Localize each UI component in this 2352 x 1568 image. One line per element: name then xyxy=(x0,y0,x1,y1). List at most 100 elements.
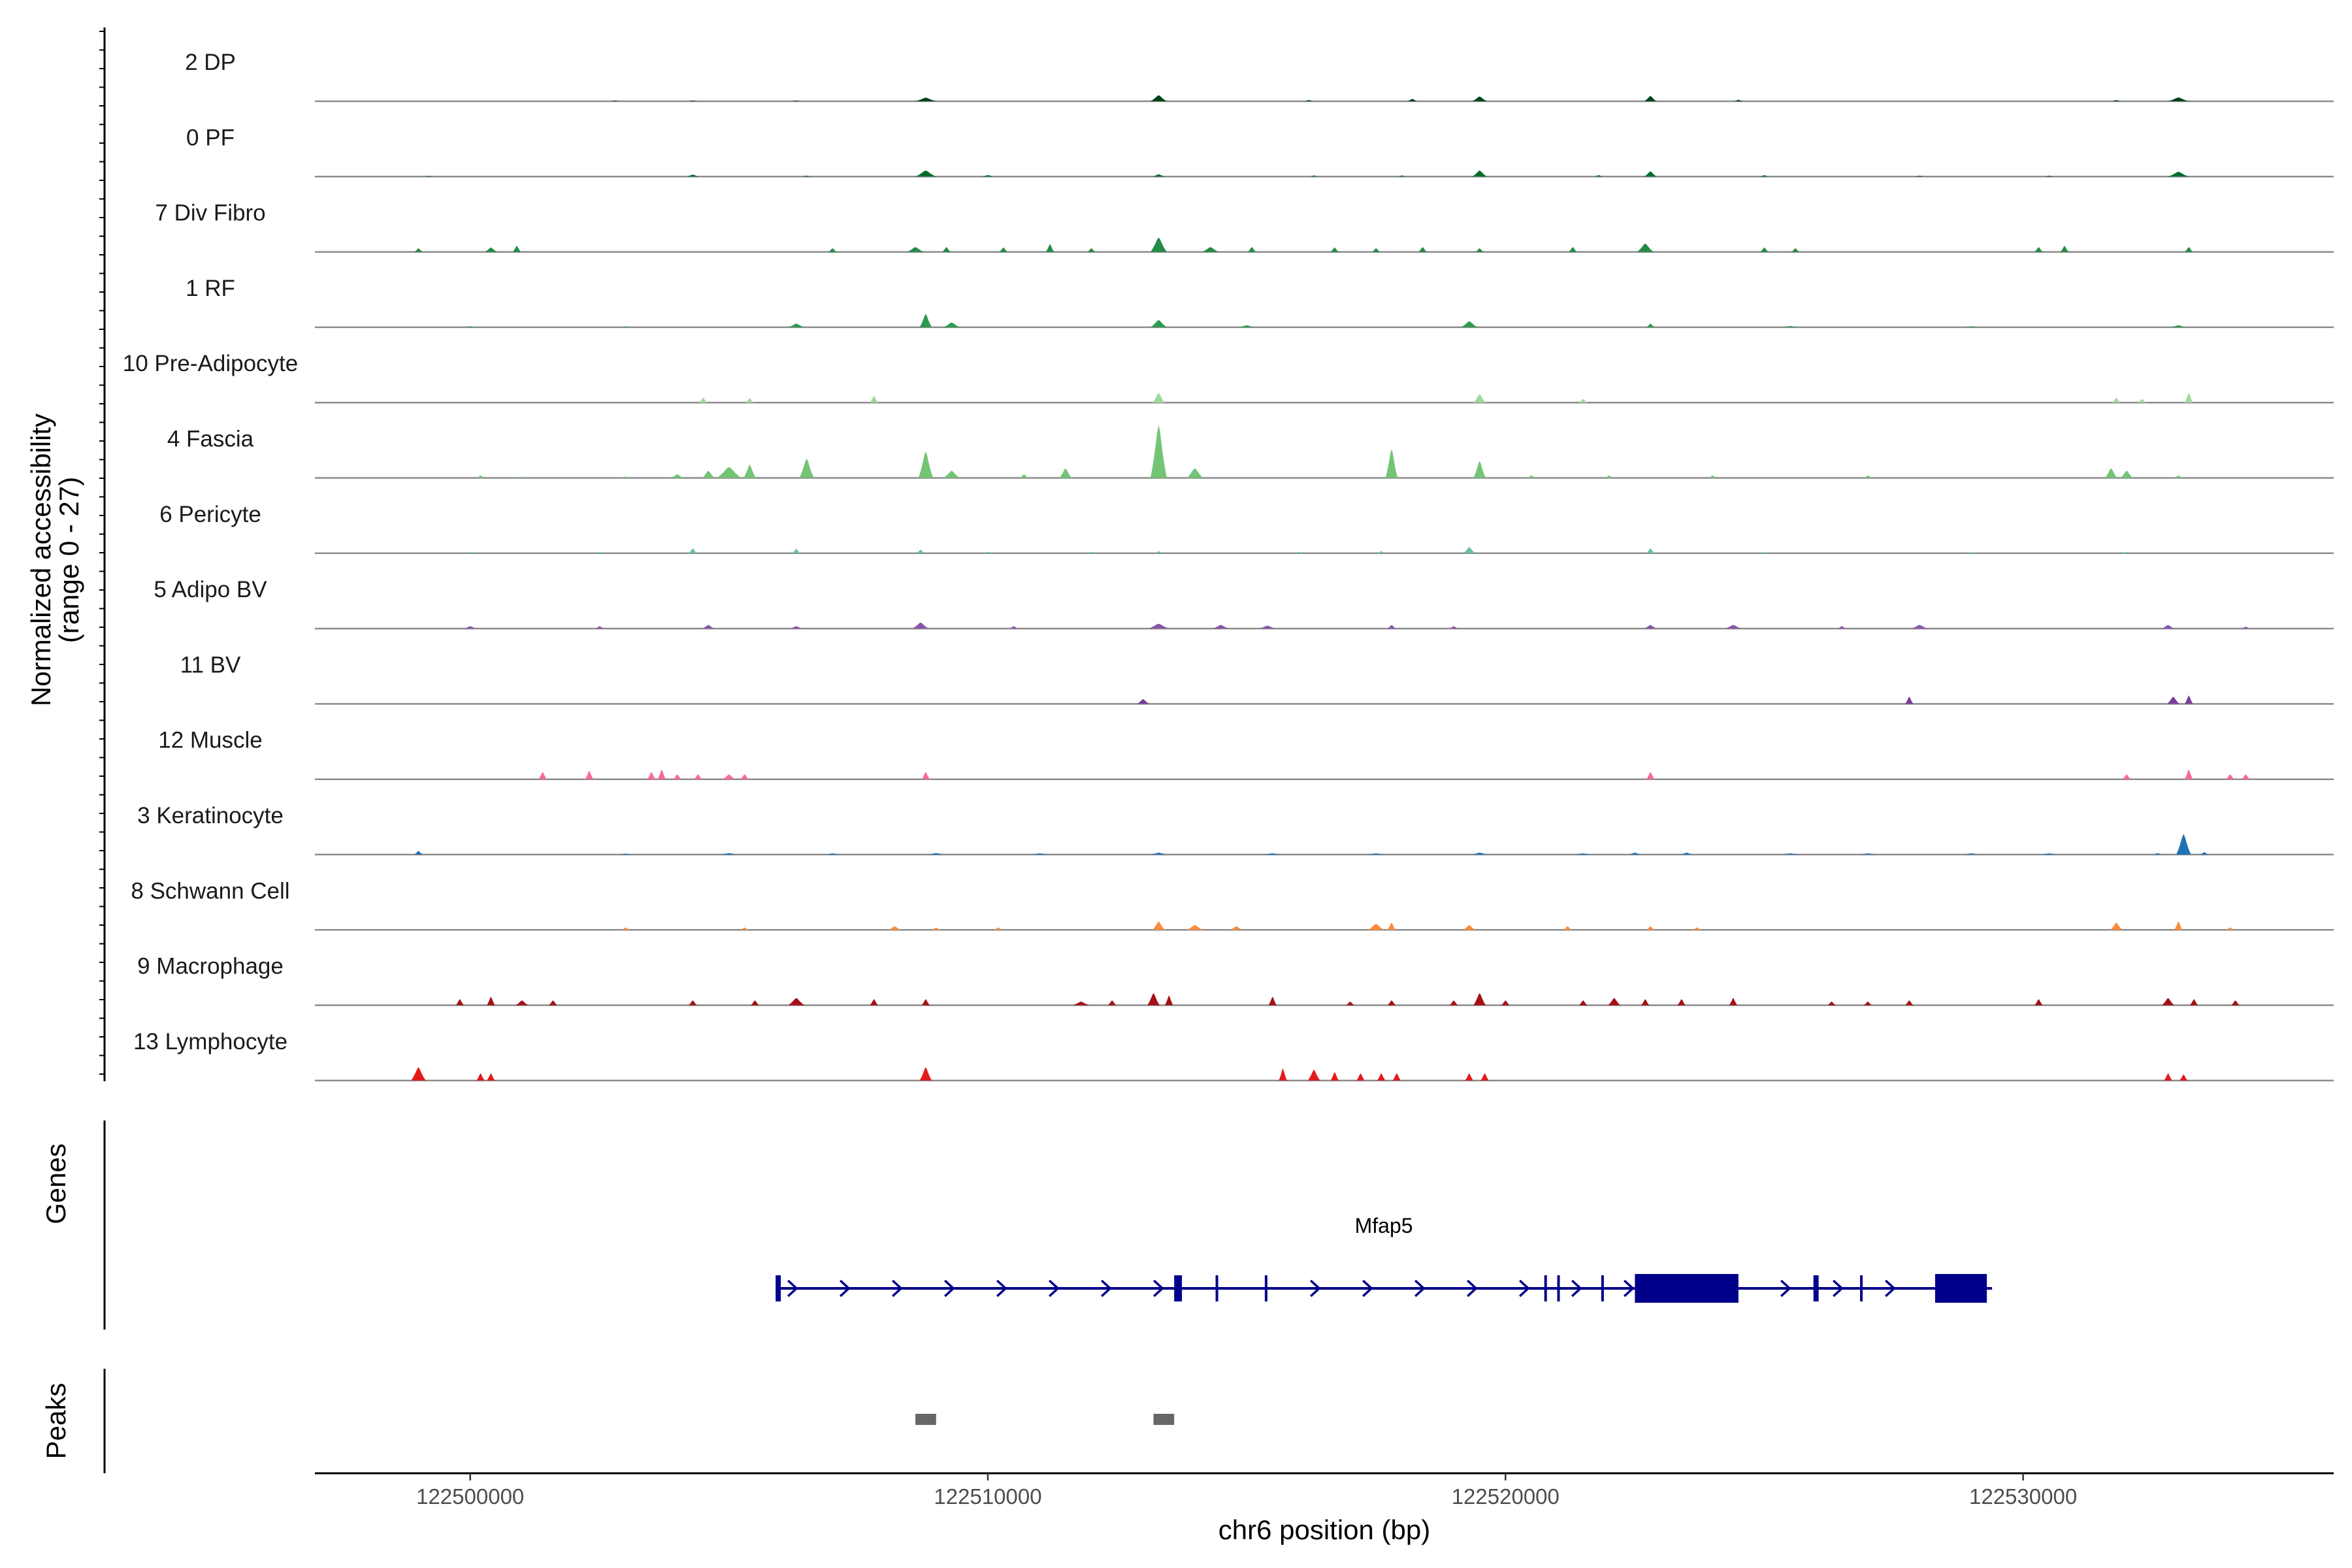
coverage-peak xyxy=(515,1000,529,1005)
coverage-peak xyxy=(1202,247,1219,252)
coverage-peak xyxy=(1330,1071,1339,1081)
x-tick-label: 122530000 xyxy=(1969,1484,2077,1509)
coverage-peak xyxy=(2162,625,2174,629)
coverage-peak xyxy=(723,774,736,779)
coverage-peak xyxy=(702,470,715,478)
coverage-peak xyxy=(1646,926,1655,930)
x-axis-title: chr6 position (bp) xyxy=(1218,1514,1431,1545)
strand-arrow xyxy=(1780,1279,1791,1298)
coverage-peak xyxy=(2166,696,2180,704)
coverage-peak xyxy=(1677,999,1686,1005)
track-1-rf: 1 RF xyxy=(186,276,2334,329)
peaks-panel-title: Peaks xyxy=(41,1383,71,1460)
coverage-peak xyxy=(943,322,960,327)
coverage-peak xyxy=(2122,774,2131,779)
coverage-peak xyxy=(716,466,742,478)
gene-exon xyxy=(1935,1274,1987,1303)
coverage-y-ticks xyxy=(99,31,105,1075)
coverage-peak xyxy=(1693,927,1701,930)
coverage-peak xyxy=(2138,399,2147,403)
coverage-peak xyxy=(1563,926,1572,930)
coverage-peak xyxy=(1247,247,1256,252)
coverage-peak xyxy=(2170,325,2187,327)
gene-exon xyxy=(1174,1275,1183,1301)
coverage-peak xyxy=(1967,552,1976,553)
track-8-schwann-cell: 8 Schwann Cell xyxy=(131,878,2334,931)
coverage-peak xyxy=(2162,998,2174,1005)
coverage-peak xyxy=(2174,921,2183,930)
coverage-peak xyxy=(2176,834,2191,855)
coverage-peak xyxy=(1578,1000,1588,1005)
coverage-peak xyxy=(1059,468,1072,478)
coverage-peak xyxy=(673,774,681,779)
peak-region xyxy=(915,1414,936,1425)
coverage-peak xyxy=(1729,998,1738,1005)
coverage-peak xyxy=(1392,1073,1401,1081)
track-12-muscle: 12 Muscle xyxy=(158,728,2334,780)
coverage-peak xyxy=(2184,247,2193,252)
coverage-peak xyxy=(1578,399,1588,403)
coverage-peak xyxy=(1385,449,1398,478)
coverage-peak xyxy=(657,769,666,779)
coverage-peak xyxy=(1268,996,1277,1005)
coverage-peak xyxy=(2226,774,2234,779)
strand-arrow xyxy=(1571,1279,1582,1298)
coverage-peak xyxy=(1708,475,1717,478)
coverage-peak xyxy=(1637,243,1654,252)
coverage-peak xyxy=(907,247,924,252)
coverage-peak xyxy=(538,772,547,779)
coverage-peak xyxy=(1725,625,1742,629)
x-tick-label: 122520000 xyxy=(1452,1484,1560,1509)
coverage-peak xyxy=(919,1067,932,1081)
coverage-peak xyxy=(1475,248,1484,252)
coverage-peak xyxy=(1387,625,1396,629)
coverage-peak xyxy=(2226,927,2234,930)
coverage-peak xyxy=(918,451,934,478)
coverage-peak xyxy=(942,247,951,252)
coverage-peak xyxy=(788,323,805,327)
coverage-peak xyxy=(1009,626,1018,629)
coverage-peak xyxy=(1782,326,1799,327)
coverage-peak xyxy=(1644,95,1657,101)
track-label: 5 Adipo BV xyxy=(154,577,267,602)
gene-exon xyxy=(1860,1275,1863,1301)
coverage-peak xyxy=(1238,325,1255,327)
coverage-peak xyxy=(828,248,837,252)
peak-region xyxy=(1153,1414,1175,1425)
strand-arrow xyxy=(1467,1279,1478,1298)
track-label: 6 Pericyte xyxy=(159,502,261,527)
track-label: 13 Lymphocyte xyxy=(133,1029,287,1054)
coverage-peak xyxy=(2104,468,2117,478)
coverage-peak xyxy=(1646,323,1655,327)
track-6-pericyte: 6 Pericyte xyxy=(159,502,2334,555)
coverage-peak xyxy=(1734,99,1743,101)
strand-arrow xyxy=(1101,1279,1112,1298)
coverage-peak xyxy=(870,999,879,1005)
coverage-peak xyxy=(1480,1073,1489,1081)
coverage-peak xyxy=(1264,853,1281,855)
coverage-peak xyxy=(2120,470,2133,478)
coverage-peak xyxy=(698,397,708,403)
coverage-peak xyxy=(1915,175,1924,177)
strand-arrow xyxy=(1153,1279,1164,1298)
strand-arrow xyxy=(996,1279,1007,1298)
coverage-peak xyxy=(1463,924,1476,930)
coverage-peak xyxy=(1863,1002,1872,1005)
coverage-peak xyxy=(1608,998,1621,1005)
coverage-peak xyxy=(943,470,960,478)
track-4-fascia: 4 Fascia xyxy=(167,425,2334,479)
coverage-peak xyxy=(1147,993,1160,1005)
strand-arrow xyxy=(1310,1279,1321,1298)
gene-exon xyxy=(1544,1275,1547,1301)
track-label: 3 Keratinocyte xyxy=(137,803,284,828)
coverage-peak xyxy=(1680,853,1693,855)
coverage-peak xyxy=(1212,625,1230,629)
coverage-peak xyxy=(1501,1000,1510,1005)
track-label: 8 Schwann Cell xyxy=(131,878,289,904)
coverage-peak xyxy=(1304,100,1313,101)
gene-exon xyxy=(1557,1275,1560,1301)
coverage-peak xyxy=(595,551,604,553)
track-label: 7 Div Fibro xyxy=(155,201,265,226)
